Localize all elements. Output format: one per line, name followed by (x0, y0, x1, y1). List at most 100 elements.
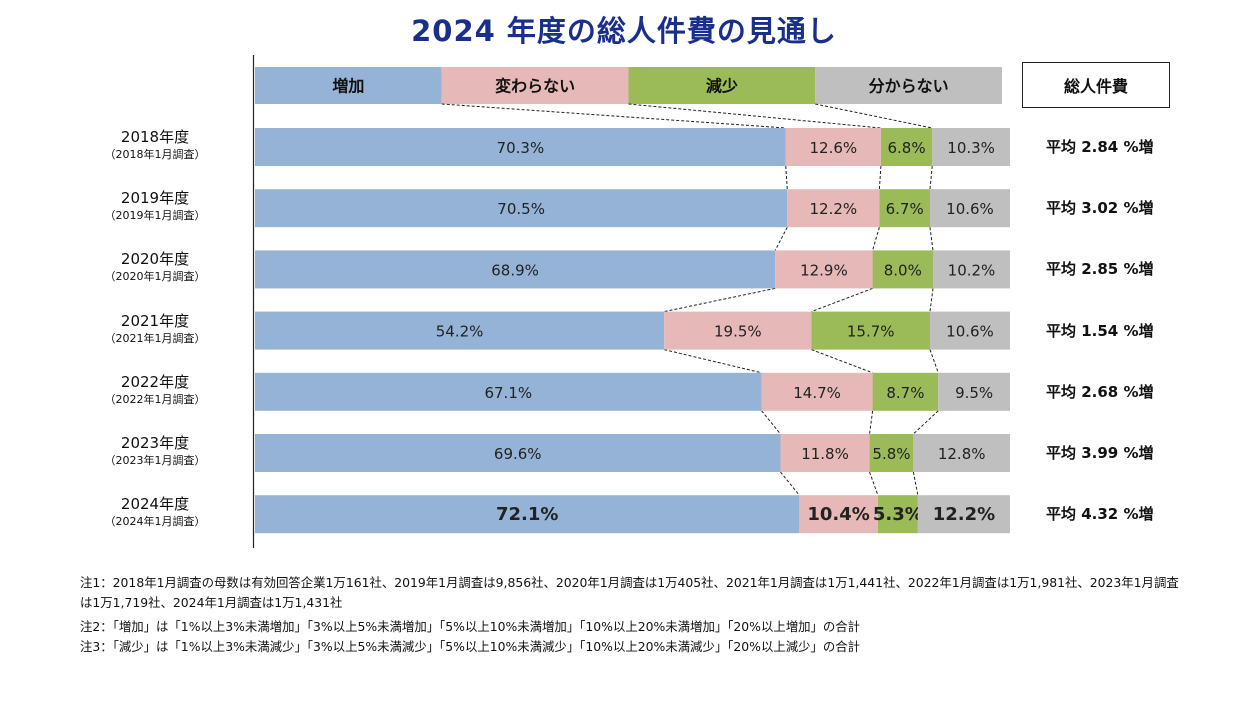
average-label-2020年度: 平均 2.85 %増 (1046, 260, 1154, 279)
bar-2018年度-分からない (932, 128, 1010, 166)
row-survey-label: （2021年1月調査） (104, 331, 206, 345)
legend-swatch-3 (628, 67, 816, 104)
row-survey-label: （2018年1月調査） (104, 148, 206, 161)
average-label-2022年度: 平均 2.68 %増 (1046, 382, 1154, 401)
data-label-2024年度-変わらない: 10.4% (807, 504, 869, 525)
legend-label-2: 変わらない (495, 77, 575, 96)
connector-row-2-1 (774, 226, 788, 251)
connector-row-4-3 (929, 349, 939, 373)
data-label-2018年度-分からない: 10.3% (947, 139, 995, 157)
bar-2024年度-減少 (877, 495, 918, 534)
bar-2024年度-分からない (917, 495, 1010, 534)
bar-2019年度-増加 (255, 189, 788, 228)
data-label-2021年度-増加: 54.2% (436, 323, 484, 341)
row-year-label: 2021年度 (120, 311, 190, 330)
bar-2022年度-分からない (938, 372, 1010, 411)
data-label-2020年度-増加: 68.9% (491, 261, 539, 279)
row-survey-label: （2023年1月調査） (104, 454, 206, 467)
data-label-2020年度-減少: 8.0% (884, 261, 922, 279)
row-survey-label: （2019年1月調査） (104, 209, 206, 223)
bar-2019年度-分からない (929, 189, 1010, 228)
data-label-2023年度-分からない: 12.8% (938, 445, 986, 463)
legend-swatch-2 (441, 67, 629, 104)
connector-legend-3 (815, 103, 933, 129)
bar-2021年度-減少 (811, 311, 930, 350)
average-label-2019年度: 平均 3.02 %増 (1046, 199, 1154, 218)
connector-row-1-3 (929, 165, 933, 190)
bar-2018年度-減少 (880, 128, 933, 166)
connector-row-3-3 (929, 288, 934, 312)
data-label-2019年度-変わらない: 12.2% (810, 200, 858, 218)
average-label-2018年度: 平均 2.84 %増 (1046, 138, 1154, 156)
data-label-2024年度-減少: 5.3% (873, 504, 923, 525)
row-year-label: 2024年度 (120, 495, 190, 514)
average-label-2024年度: 平均 4.32 %増 (1046, 505, 1154, 524)
bar-2024年度-増加 (255, 495, 800, 534)
row-year-label: 2018年度 (120, 128, 190, 146)
data-label-2024年度-分からない: 12.2% (933, 504, 995, 525)
legend-swatch-1 (255, 67, 442, 104)
data-label-2022年度-減少: 8.7% (886, 384, 924, 402)
average-label-2021年度: 平均 1.54 %増 (1046, 321, 1154, 340)
connector-row-6-2 (869, 471, 879, 496)
row-label-2019年度: 2019年度 （2019年1月調査） (80, 188, 230, 224)
legend-label-1: 増加 (332, 77, 364, 96)
bar-2023年度-変わらない (780, 434, 870, 472)
bar-2021年度-増加 (255, 311, 665, 350)
connector-row-4-2 (811, 349, 873, 374)
legend-swatch-4 (815, 67, 1002, 104)
bar-2024年度-変わらない (799, 495, 878, 534)
data-label-2019年度-減少: 6.7% (886, 200, 924, 218)
footnotes: 注1：2018年1月調査の母数は有効回答企業1万161社、2019年1月調査は9… (80, 573, 1190, 657)
data-label-2021年度-減少: 15.7% (847, 323, 895, 341)
row-survey-label: （2020年1月調査） (104, 270, 206, 284)
bar-2021年度-分からない (929, 311, 1010, 350)
connector-row-6-3 (912, 471, 919, 496)
data-label-2020年度-変わらない: 12.9% (800, 261, 848, 279)
connector-row-6-1 (780, 471, 800, 496)
bar-2020年度-増加 (255, 250, 776, 289)
row-label-2020年度: 2020年度 （2020年1月調査） (80, 249, 230, 285)
data-label-2022年度-分からない: 9.5% (955, 384, 993, 402)
data-label-2021年度-変わらない: 19.5% (714, 323, 762, 341)
bar-2020年度-減少 (872, 250, 933, 289)
row-year-label: 2022年度 (120, 372, 190, 391)
connector-legend-2 (628, 103, 881, 129)
bar-2023年度-分からない (913, 434, 1010, 472)
bar-2021年度-変わらない (664, 311, 812, 350)
bar-2018年度-増加 (255, 128, 786, 166)
row-survey-label: （2024年1月調査） (104, 515, 206, 529)
legend-label-4: 分からない (869, 77, 949, 96)
connector-row-2-3 (929, 227, 934, 251)
data-label-2018年度-減少: 6.8% (888, 139, 926, 157)
row-label-2021年度: 2021年度 （2021年1月調査） (80, 311, 230, 347)
connector-row-1-2 (878, 165, 882, 190)
bar-2019年度-変わらない (787, 189, 880, 228)
footnote-2: 注2：「増加」は「1%以上3%未満増加」「3%以上5%未満増加」「5%以上10%… (80, 619, 861, 634)
connector-row-3-2 (811, 287, 873, 313)
footnote-1: 注1：2018年1月調査の母数は有効回答企業1万161社、2019年1月調査は9… (80, 575, 1179, 610)
data-label-2024年度-増加: 72.1% (496, 504, 558, 525)
bar-2018年度-変わらない (785, 128, 881, 166)
legend-total-labor-cost: 総人件費 (1022, 62, 1170, 108)
bar-2022年度-変わらない (761, 372, 873, 411)
data-label-2023年度-増加: 69.6% (494, 445, 542, 463)
row-year-label: 2019年度 (120, 189, 190, 208)
row-survey-label: （2022年1月調査） (104, 392, 206, 406)
data-label-2023年度-変わらない: 11.8% (801, 445, 849, 463)
connector-row-4-1 (664, 349, 762, 374)
data-label-2022年度-変わらない: 14.7% (793, 384, 841, 402)
bar-2019年度-減少 (879, 189, 930, 228)
connector-row-5-3 (913, 410, 939, 435)
data-label-2022年度-増加: 67.1% (484, 384, 532, 402)
row-year-label: 2020年度 (120, 250, 190, 269)
connector-row-1-1 (785, 165, 788, 190)
connector-row-2-2 (872, 227, 880, 251)
connector-row-5-2 (869, 410, 874, 435)
bar-2020年度-変わらない (775, 250, 873, 289)
bar-2022年度-増加 (255, 372, 762, 411)
row-label-2022年度: 2022年度 （2022年1月調査） (80, 372, 230, 408)
data-label-2018年度-変わらない: 12.6% (810, 139, 858, 157)
chart-title: 2024 年度の総人件費の見通し (411, 14, 837, 48)
